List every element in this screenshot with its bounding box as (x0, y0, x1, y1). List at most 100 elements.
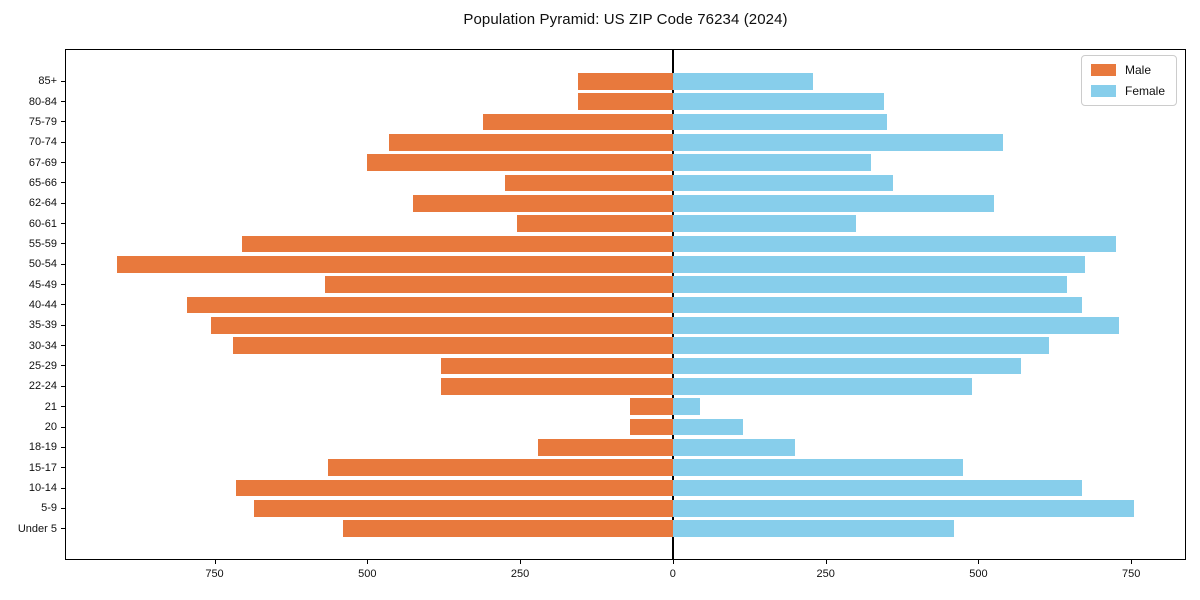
female-bar (672, 418, 744, 436)
row-15-17: 15-17 (29, 458, 1185, 478)
female-bar (672, 520, 954, 538)
row-18-19: 18-19 (29, 437, 1185, 457)
y-tick (61, 263, 66, 265)
x-tick-label: 250 (510, 568, 530, 580)
y-tick (61, 80, 66, 82)
male-bar (324, 276, 673, 293)
age-group-label: 30-34 (28, 339, 57, 352)
age-group-label: 10-14 (28, 482, 57, 495)
age-group-label: 80-84 (28, 95, 57, 108)
y-tick (61, 101, 66, 103)
x-tick (978, 559, 980, 564)
y-tick (61, 223, 66, 225)
male-bar (413, 194, 673, 212)
male-bar (232, 337, 673, 354)
row-85+: 85+ (38, 71, 1185, 91)
male-swatch (1090, 64, 1116, 76)
male-bar (187, 296, 673, 314)
age-group-label: 65-66 (28, 176, 57, 189)
male-bar (578, 93, 673, 110)
female-bar (672, 113, 887, 131)
y-tick (61, 202, 66, 204)
y-tick (61, 324, 66, 326)
male-bar (242, 235, 673, 253)
age-group-label: 67-69 (28, 156, 57, 169)
plot-area: 85+ 80-84 75-79 70-74 67-69 65-66 62-64 60-61 55… (18, 49, 1186, 580)
age-group-label: 20 (44, 421, 57, 434)
x-tick (825, 559, 827, 564)
x-tick (520, 559, 522, 564)
legend-item-female: Female (1090, 84, 1165, 98)
y-tick (61, 507, 66, 509)
row-21: 21 (45, 397, 1185, 417)
row-50-54: 50-54 (29, 254, 1185, 274)
legend: Male Female (1080, 55, 1177, 106)
x-tick-label: 250 (816, 568, 835, 580)
age-group-label: 5-9 (41, 502, 57, 515)
age-group-label: 35-39 (28, 319, 57, 332)
male-bar (211, 316, 673, 334)
age-group-label: 70-74 (28, 136, 57, 149)
x-tick-label: 500 (969, 568, 988, 580)
male-bar (254, 500, 673, 517)
row-20: 20 (45, 417, 1185, 437)
female-bar (672, 93, 884, 110)
y-tick (61, 446, 66, 448)
female-bar (672, 154, 872, 171)
y-tick (61, 284, 66, 286)
row-65-66: 65-66 (29, 173, 1185, 193)
y-tick (61, 121, 66, 123)
male-bar (538, 439, 673, 456)
y-tick (61, 162, 66, 164)
row-40-44: 40-44 (29, 295, 1185, 315)
female-bar (672, 459, 964, 477)
y-tick (61, 385, 66, 387)
y-tick (61, 365, 66, 367)
row-80-84: 80-84 (29, 91, 1185, 111)
male-bar (327, 459, 673, 477)
rows: 85+ 80-84 75-79 70-74 67-69 65-66 62-64 60-61 55… (18, 50, 1185, 559)
female-bar (672, 276, 1068, 293)
female-bar (672, 439, 796, 456)
female-bar (672, 72, 814, 90)
male-bar (367, 154, 673, 171)
male-bar (630, 418, 673, 436)
male-legend-label: Male (1124, 63, 1151, 77)
y-tick (61, 243, 66, 245)
female-bar (672, 235, 1116, 253)
male-bar (440, 357, 673, 375)
male-bar (388, 133, 673, 151)
row-75-79: 75-79 (29, 112, 1185, 132)
age-group-label: 25-29 (28, 359, 57, 372)
female-bar (672, 133, 1003, 151)
row-60-61: 60-61 (29, 213, 1185, 233)
y-tick (61, 406, 66, 408)
female-bar (672, 194, 994, 212)
age-group-label: 60-61 (28, 217, 57, 230)
age-group-label: 18-19 (28, 441, 57, 454)
male-bar (630, 398, 673, 415)
female-bar (672, 479, 1083, 497)
x-tick-label: 0 (669, 568, 676, 580)
age-group-label: 21 (44, 400, 57, 413)
female-bar (672, 316, 1119, 334)
male-bar (342, 520, 673, 538)
x-tick (672, 559, 674, 564)
male-bar (483, 113, 673, 131)
row-55-59: 55-59 (29, 234, 1185, 254)
x-tick-label: 750 (205, 568, 224, 580)
row-35-39: 35-39 (29, 315, 1185, 335)
female-bar (672, 357, 1022, 375)
legend-item-male: Male (1090, 63, 1165, 77)
chart-title: Population Pyramid: US ZIP Code 76234 (2… (463, 11, 788, 28)
age-group-label: 62-64 (28, 197, 57, 210)
y-tick (61, 345, 66, 347)
male-bar (578, 72, 673, 90)
x-tick (214, 559, 216, 564)
age-group-label: 45-49 (28, 278, 57, 291)
y-tick (61, 467, 66, 469)
y-tick (61, 487, 66, 489)
female-legend-label: Female (1124, 84, 1165, 98)
age-group-label: 15-17 (28, 461, 57, 474)
row-45-49: 45-49 (29, 274, 1185, 294)
